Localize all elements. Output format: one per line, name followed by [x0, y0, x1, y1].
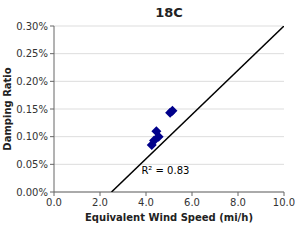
tick — [100, 192, 101, 196]
grid-line — [54, 26, 284, 27]
y-axis — [54, 26, 55, 192]
tick — [146, 192, 147, 196]
x-axis — [54, 192, 284, 193]
tick — [54, 192, 55, 196]
tick-label: 4.0 — [138, 197, 154, 208]
tick — [192, 192, 193, 196]
tick — [238, 192, 239, 196]
tick-label: 6.0 — [184, 197, 200, 208]
tick — [284, 192, 285, 196]
grid-line — [54, 81, 284, 82]
chart: 0.00% 0.05% 0.10% 0.15% 0.20% 0.25% 0.30% 0.0 2.… — [0, 0, 295, 229]
fit-line — [112, 26, 285, 192]
tick — [50, 136, 54, 137]
tick-label: 0.00% — [16, 187, 48, 198]
tick — [50, 109, 54, 110]
tick-label: 0.30% — [16, 21, 48, 32]
x-label: Equivalent Wind Speed (mi/h) — [85, 212, 253, 223]
tick-label: 8.0 — [230, 197, 246, 208]
annotation: R² = 0.83 — [141, 165, 189, 176]
tick — [50, 164, 54, 165]
grid-line — [54, 53, 284, 54]
tick — [50, 26, 54, 27]
tick-label: 0.0 — [46, 197, 62, 208]
tick-label: 0.05% — [16, 159, 48, 170]
tick — [50, 192, 54, 193]
tick-label: 10.0 — [273, 197, 295, 208]
grid-line — [54, 192, 284, 193]
background — [0, 0, 295, 229]
y-label: Damping Ratio — [2, 67, 13, 150]
tick-label: 0.20% — [16, 76, 48, 87]
tick — [50, 81, 54, 82]
tick — [50, 53, 54, 54]
title: 18C — [155, 5, 183, 20]
tick-label: 0.10% — [16, 131, 48, 142]
tick-label: 2.0 — [92, 197, 108, 208]
data-point — [154, 132, 164, 142]
data-point — [167, 106, 177, 116]
tick-label: 0.25% — [16, 48, 48, 59]
tick-label: 0.15% — [16, 104, 48, 115]
plot-area — [112, 26, 285, 192]
